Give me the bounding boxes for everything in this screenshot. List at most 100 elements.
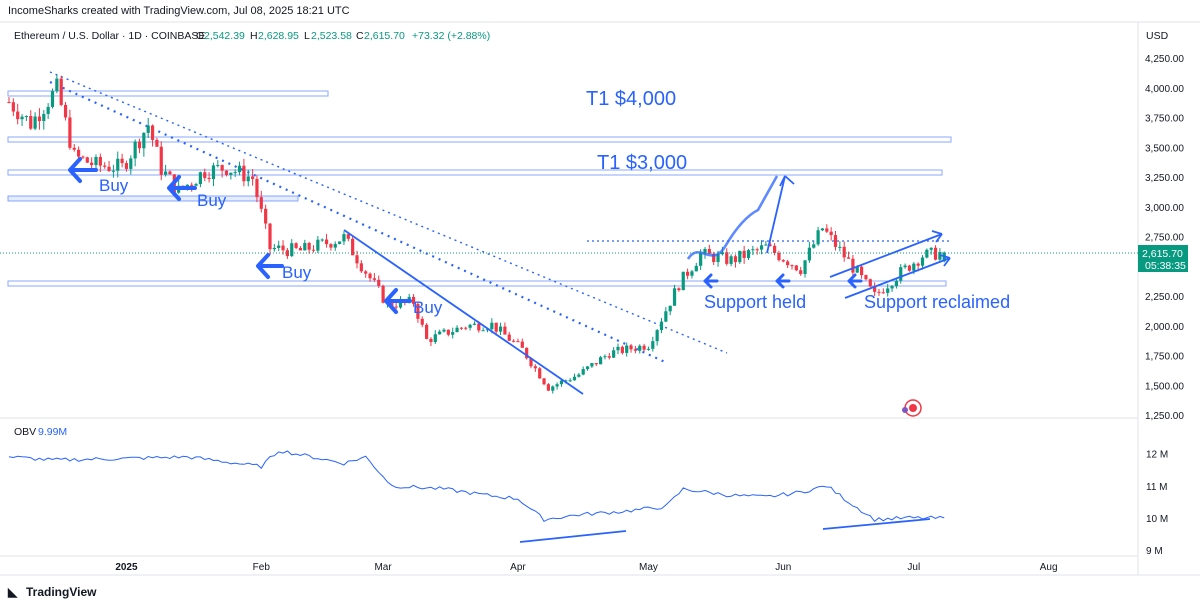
- candle-2025-01-25[interactable]: [229, 172, 233, 180]
- candle-2025-04-07[interactable]: [542, 377, 546, 386]
- projection-arrow[interactable]: [766, 175, 786, 254]
- candle-2025-01-31[interactable]: [255, 175, 259, 203]
- candle-2025-04-21[interactable]: [603, 354, 607, 360]
- candle-2025-02-25[interactable]: [364, 270, 368, 278]
- candle-2025-06-29[interactable]: [903, 263, 907, 269]
- candle-2025-02-03[interactable]: [268, 223, 272, 256]
- candle-2025-05-22[interactable]: [738, 250, 742, 264]
- candle-2025-04-17[interactable]: [585, 366, 590, 371]
- candle-2025-06-06[interactable]: [803, 259, 807, 278]
- candle-2024-12-07[interactable]: [16, 103, 20, 125]
- candle-2025-06-21[interactable]: [868, 278, 872, 288]
- candle-2025-06-15[interactable]: [842, 241, 846, 262]
- candle-2025-01-24[interactable]: [224, 170, 229, 177]
- candle-2024-12-29[interactable]: [111, 164, 115, 178]
- candle-2025-03-28[interactable]: [498, 322, 503, 336]
- candle-2025-03-08[interactable]: [411, 294, 416, 307]
- candle-2025-06-28[interactable]: [899, 263, 903, 284]
- candle-2025-04-02[interactable]: [520, 338, 524, 348]
- candle-2025-01-21[interactable]: [211, 162, 216, 187]
- candle-2025-04-27[interactable]: [629, 343, 633, 353]
- candle-2025-04-30[interactable]: [642, 343, 646, 352]
- candle-2024-12-23[interactable]: [85, 156, 89, 164]
- channel-upper-line[interactable]: [829, 233, 943, 278]
- candle-2025-01-06[interactable]: [146, 117, 150, 138]
- downtrend-solid-line[interactable]: [343, 229, 584, 395]
- candle-2025-04-18[interactable]: [590, 362, 594, 368]
- candle-2025-06-23[interactable]: [877, 289, 881, 296]
- candle-2024-12-18[interactable]: [63, 101, 68, 121]
- candle-2024-12-05[interactable]: [7, 96, 11, 104]
- zone-4000[interactable]: [7, 90, 329, 97]
- zone-3550[interactable]: [7, 136, 952, 143]
- candle-2025-03-19[interactable]: [459, 326, 463, 330]
- obv-support-line-2[interactable]: [822, 518, 931, 530]
- candle-2025-06-26[interactable]: [890, 285, 894, 292]
- candle-2025-06-27[interactable]: [894, 278, 898, 289]
- candle-2025-04-22[interactable]: [607, 352, 611, 360]
- candle-2025-03-30[interactable]: [507, 331, 511, 342]
- obv-support-line-1[interactable]: [519, 530, 627, 543]
- candlestick-series[interactable]: [7, 74, 946, 394]
- candle-2025-07-06[interactable]: [933, 245, 938, 261]
- candle-2025-07-03[interactable]: [920, 255, 925, 270]
- candle-2024-12-24[interactable]: [90, 157, 94, 171]
- candle-2025-02-14[interactable]: [316, 235, 320, 254]
- candle-2025-05-01[interactable]: [646, 346, 651, 351]
- candle-2025-05-15[interactable]: [707, 244, 711, 254]
- candle-2025-04-10[interactable]: [555, 382, 559, 390]
- candle-2025-05-16[interactable]: [712, 251, 716, 266]
- channel-lower-line[interactable]: [844, 257, 951, 299]
- candle-2025-02-24[interactable]: [359, 260, 363, 273]
- candle-2025-07-05[interactable]: [929, 247, 933, 255]
- candle-2025-01-28[interactable]: [242, 158, 246, 187]
- candle-2025-06-09[interactable]: [816, 226, 820, 246]
- obv-axis[interactable]: 12 M 11 M 10 M 9 M: [1146, 450, 1168, 557]
- candle-2025-03-17[interactable]: [451, 327, 455, 339]
- candle-2025-05-23[interactable]: [742, 245, 746, 264]
- candle-2025-04-26[interactable]: [625, 342, 629, 357]
- candle-2025-01-05[interactable]: [142, 132, 146, 157]
- obv-line[interactable]: [8, 450, 945, 523]
- candle-2025-02-15[interactable]: [320, 238, 324, 242]
- candle-2025-06-12[interactable]: [829, 227, 833, 241]
- candle-2025-06-20[interactable]: [864, 274, 868, 281]
- candle-2025-06-11[interactable]: [825, 224, 829, 233]
- candle-2025-04-23[interactable]: [612, 347, 616, 359]
- candle-2025-03-16[interactable]: [446, 329, 450, 337]
- candle-2025-05-28[interactable]: [764, 240, 768, 246]
- candle-2025-04-15[interactable]: [577, 373, 581, 378]
- candle-2025-03-11[interactable]: [425, 323, 429, 340]
- price-axis[interactable]: 4,250.00 4,000.00 3,750.00 3,500.00 3,250.00…: [1145, 54, 1184, 422]
- downtrend-dotted-line-upper[interactable]: [49, 71, 728, 354]
- candle-2025-06-14[interactable]: [838, 241, 842, 252]
- candle-2025-03-14[interactable]: [438, 329, 442, 335]
- candle-2025-02-10[interactable]: [298, 246, 303, 251]
- zone-3300[interactable]: [7, 169, 943, 176]
- candle-2025-06-07[interactable]: [807, 241, 811, 263]
- candle-2025-01-10[interactable]: [164, 164, 168, 177]
- candle-2025-04-01[interactable]: [516, 338, 520, 343]
- candle-2025-06-25[interactable]: [886, 283, 890, 297]
- candle-2025-06-17[interactable]: [851, 255, 855, 279]
- candle-2024-12-27[interactable]: [103, 162, 107, 169]
- candle-2025-04-25[interactable]: [620, 345, 624, 355]
- candle-2025-05-03[interactable]: [655, 329, 659, 346]
- candle-2025-01-04[interactable]: [137, 138, 142, 154]
- candle-2025-02-01[interactable]: [259, 190, 263, 213]
- candle-2025-06-30[interactable]: [907, 264, 912, 272]
- candle-2024-12-08[interactable]: [20, 114, 24, 127]
- candle-2025-01-20[interactable]: [207, 172, 211, 183]
- candle-2025-02-08[interactable]: [290, 239, 294, 258]
- candle-2025-06-24[interactable]: [881, 288, 885, 294]
- candle-2025-01-01[interactable]: [124, 160, 129, 172]
- candle-2025-01-26[interactable]: [233, 169, 237, 177]
- candle-2025-06-05[interactable]: [799, 266, 803, 276]
- candle-2025-05-31[interactable]: [777, 250, 781, 262]
- candle-2024-12-25[interactable]: [94, 154, 98, 169]
- candle-2024-12-26[interactable]: [98, 153, 102, 173]
- candle-2025-01-30[interactable]: [251, 169, 255, 186]
- candle-2024-12-20[interactable]: [72, 144, 76, 152]
- event-icon[interactable]: [902, 399, 922, 417]
- candle-2025-02-16[interactable]: [324, 233, 329, 248]
